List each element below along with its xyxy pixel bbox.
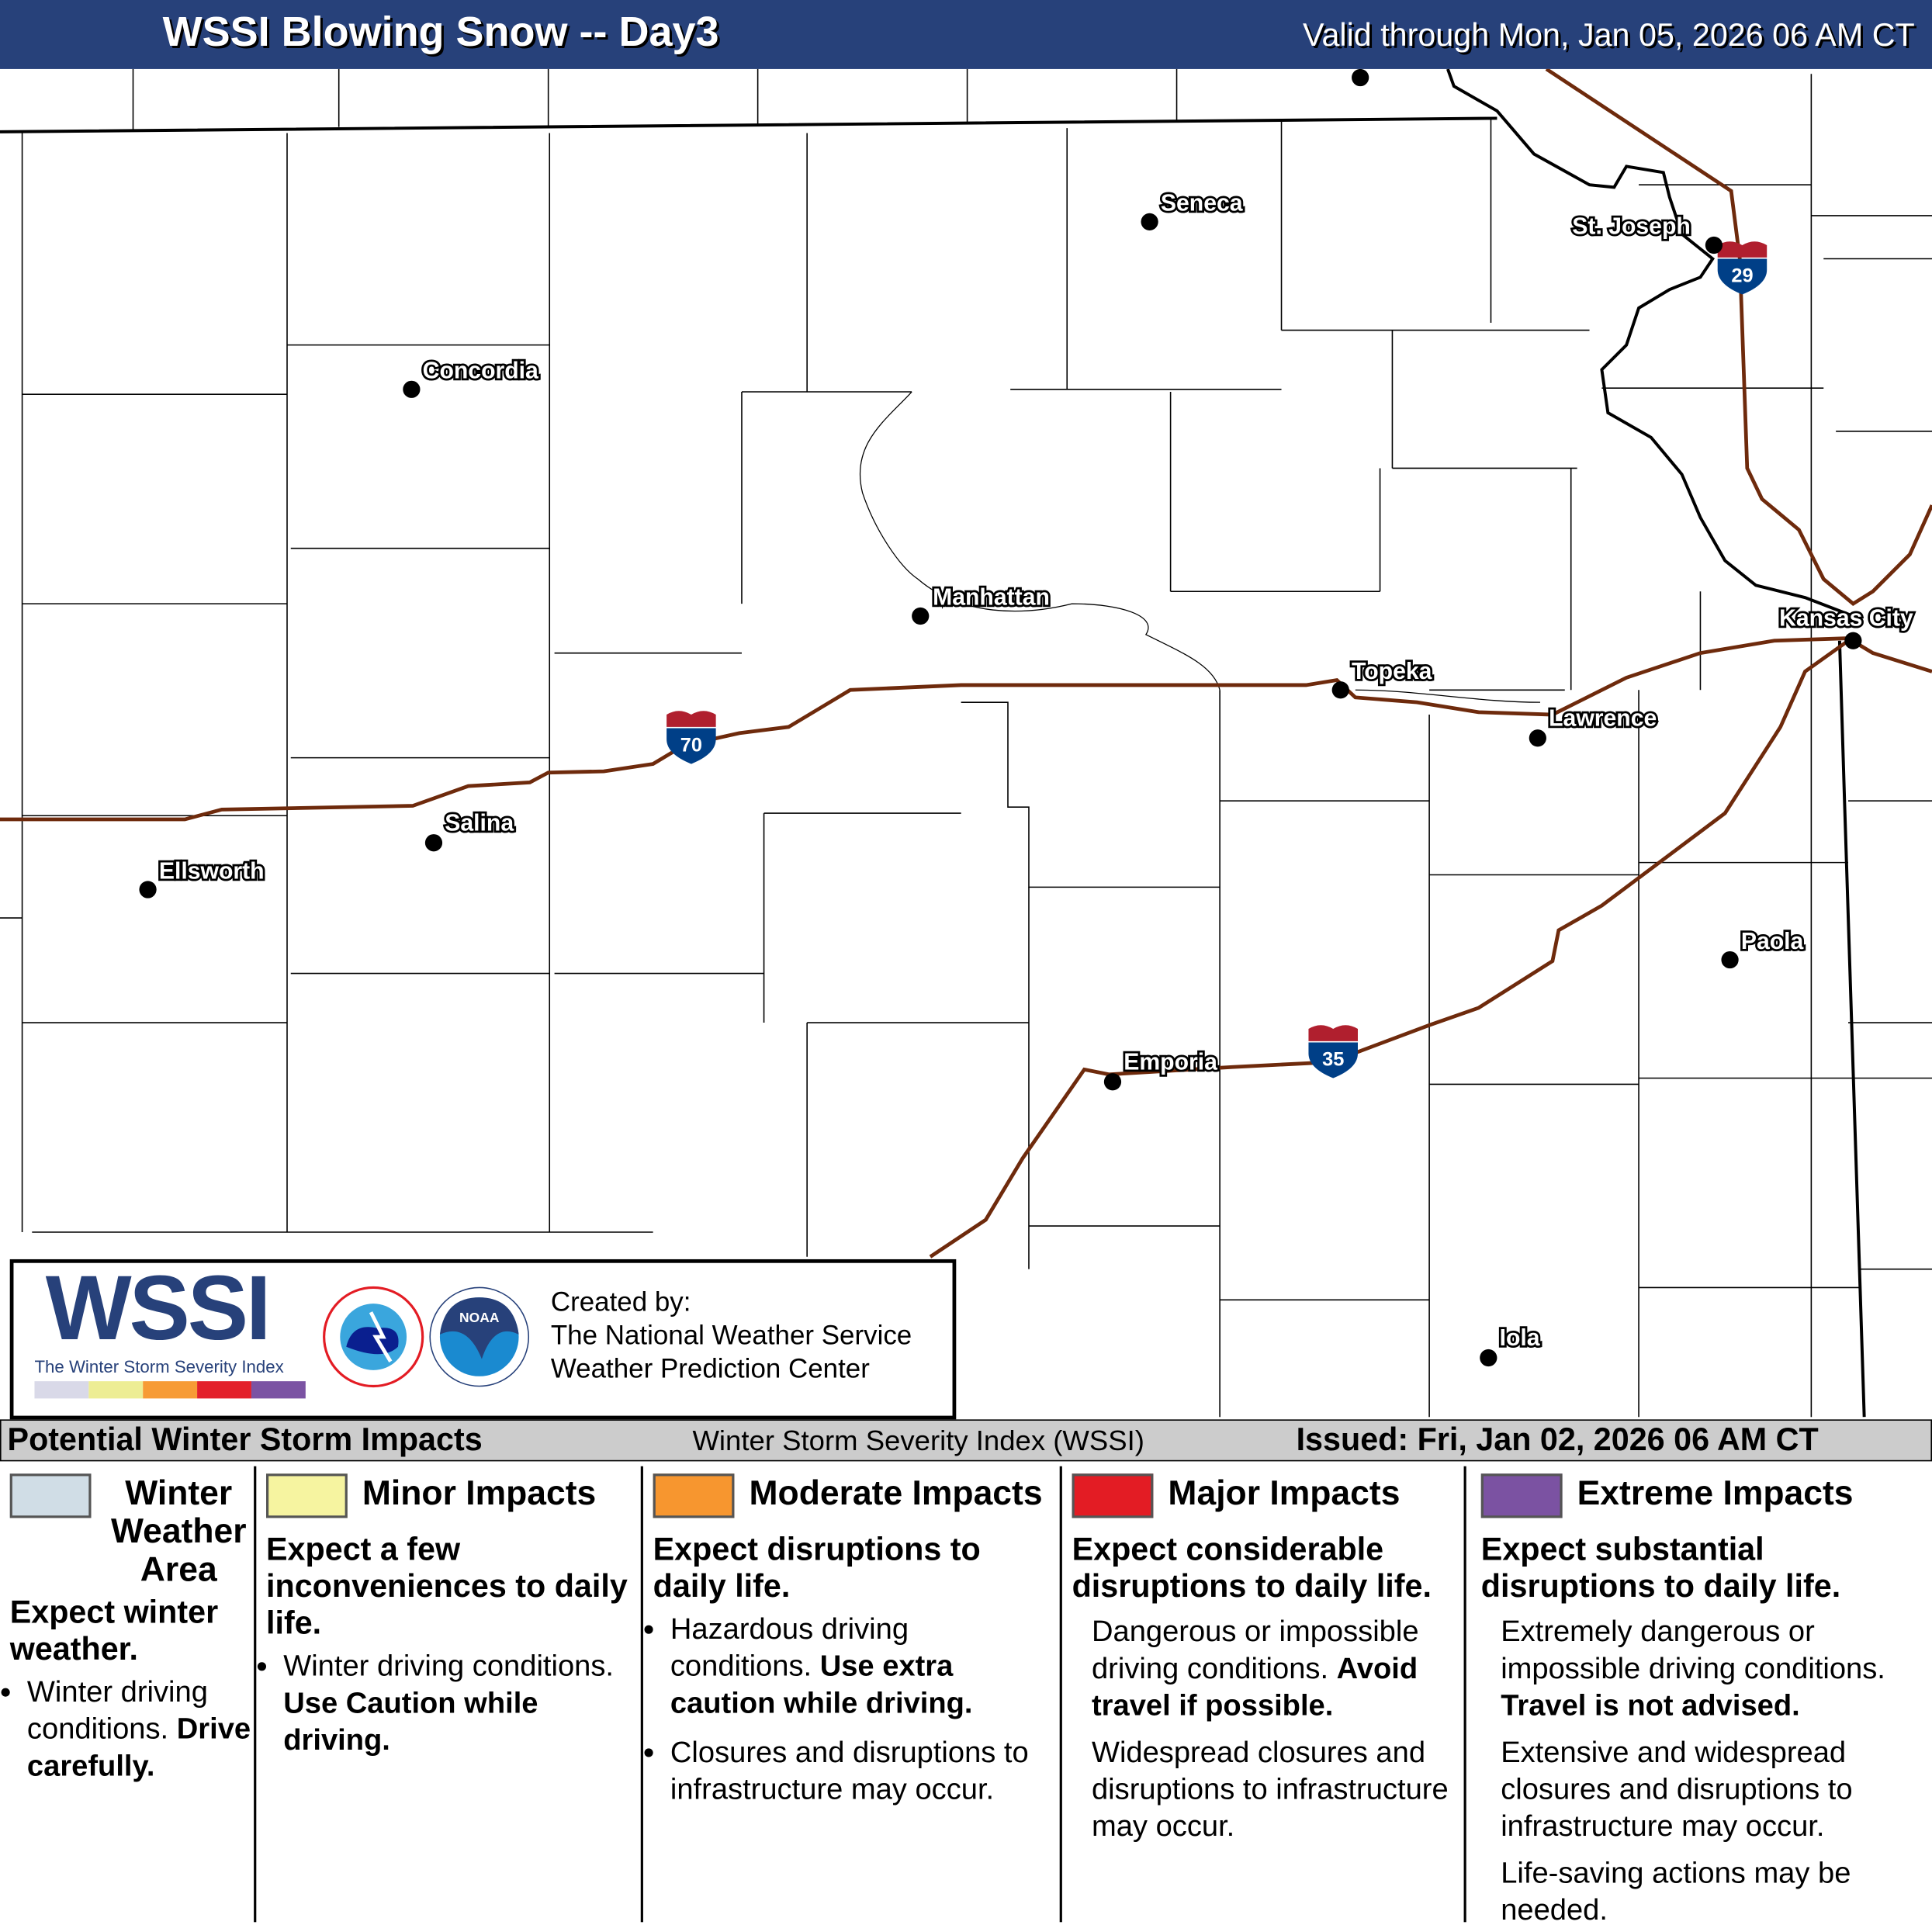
city-lawrence: Lawrence: [1529, 704, 1659, 747]
level-name: Extreme Impacts: [1577, 1473, 1854, 1512]
svg-text:Kansas City: Kansas City: [1779, 606, 1913, 632]
credits-box: WSSI The Winter Storm Severity Index NOA…: [9, 1256, 957, 1420]
title-bar: WSSI Blowing Snow -- Day3 Valid through …: [0, 0, 1932, 69]
interstate-29: [1545, 68, 1932, 607]
level-item: Hazardous driving conditions.: [670, 1612, 909, 1684]
wssi-logo: WSSI: [45, 1256, 272, 1359]
city-ellsworth: Ellsworth: [139, 856, 266, 898]
svg-text:NOAA: NOAA: [459, 1310, 500, 1325]
noaa-logo: NOAA: [429, 1286, 530, 1387]
city-salina: Salina: [424, 808, 516, 852]
level-summary: Expect substantial disruptions to daily …: [1480, 1530, 1841, 1605]
level-name: Major Impacts: [1168, 1473, 1401, 1512]
svg-text:Paola: Paola: [1741, 929, 1804, 954]
impacts-subtitle: Winter Storm Severity Index (WSSI): [692, 1424, 1144, 1457]
legend-extreme-impacts: Extreme Impacts Expect substantial disru…: [1480, 1473, 1927, 1930]
impacts-header-bar: [0, 1419, 1932, 1462]
city-paola: Paola: [1721, 926, 1806, 969]
created-by: Created by: The National Weather Service…: [551, 1285, 912, 1385]
level-item: Widespread closures and disruptions to i…: [1091, 1736, 1449, 1844]
interstate-shields: 70 35 29: [667, 241, 1768, 1079]
city-kansas-city: Kansas City: [1777, 604, 1916, 649]
svg-text:70: 70: [680, 735, 702, 757]
divider: [1059, 1466, 1062, 1923]
svg-text:35: 35: [1322, 1049, 1344, 1071]
swatch: [1072, 1473, 1154, 1518]
legend-major-impacts: Major Impacts Expect considerable disrup…: [1072, 1473, 1462, 1846]
city-manhattan: Manhattan: [912, 583, 1052, 625]
svg-text:Concordia: Concordia: [423, 358, 538, 384]
cities: Seneca Concordia Manhattan Topeka Lawren…: [139, 68, 1916, 1367]
svg-text:Emporia: Emporia: [1124, 1049, 1217, 1075]
level-summary: Expect a few inconveniences to daily lif…: [266, 1530, 628, 1642]
level-advice: Travel is not advised.: [1501, 1689, 1800, 1723]
level-advice: Use extra caution while driving.: [670, 1650, 973, 1720]
missouri-river: [1446, 68, 1854, 618]
state-border: [0, 116, 1866, 1418]
level-summary: Expect considerable disruptions to daily…: [1072, 1530, 1432, 1605]
org-nws: The National Weather Service: [550, 1319, 912, 1351]
level-item: Closures and disruptions to infrastructu…: [670, 1736, 1029, 1807]
level-item: Extremely dangerous or impossible drivin…: [1501, 1615, 1885, 1686]
city-st-joseph: St. Joseph: [1570, 212, 1723, 254]
city-emporia: Emporia: [1103, 1047, 1220, 1091]
svg-text:Manhattan: Manhattan: [933, 585, 1050, 611]
legend-moderate-impacts: Moderate Impacts Expect disruptions to d…: [653, 1473, 1058, 1821]
level-summary: Expect winter weather.: [9, 1593, 219, 1667]
level-item: Extensive and widespread closures and di…: [1501, 1736, 1853, 1844]
level-advice: Avoid travel if possible.: [1091, 1652, 1418, 1723]
level-advice: Drive carefully.: [26, 1712, 251, 1783]
map: 70 35 29 Seneca Concordia Manhattan Tope…: [0, 68, 1932, 1418]
level-name: Moderate Impacts: [749, 1473, 1043, 1512]
divider: [640, 1466, 643, 1923]
city-topeka: Topeka: [1331, 656, 1434, 699]
divider: [1463, 1466, 1466, 1923]
wssi-logo-subtitle: The Winter Storm Severity Index: [34, 1356, 284, 1376]
svg-text:Lawrence: Lawrence: [1549, 705, 1657, 731]
interstates: [0, 68, 1932, 1259]
nws-noaa-logos: NOAA: [323, 1286, 530, 1388]
nws-logo: [323, 1286, 424, 1388]
level-item: Winter driving conditions.: [283, 1650, 615, 1684]
svg-text:Topeka: Topeka: [1352, 659, 1432, 684]
swatch: [1480, 1473, 1563, 1518]
svg-text:St. Joseph: St. Joseph: [1572, 214, 1691, 240]
level-summary: Expect disruptions to daily life.: [653, 1530, 981, 1605]
legend-winter-weather-area: Winter Weather Area Expect winter weathe…: [9, 1473, 251, 1798]
level-item: Winter driving conditions.: [26, 1675, 208, 1747]
level-item: Dangerous or impossible driving conditio…: [1091, 1615, 1419, 1686]
impacts-title: Potential Winter Storm Impacts: [7, 1420, 483, 1458]
county-lines: [0, 68, 1932, 1418]
shield-70: 70: [667, 711, 716, 764]
swatch: [9, 1473, 92, 1518]
issued-time: Issued: Fri, Jan 02, 2026 06 AM CT: [1296, 1420, 1819, 1458]
legend-minor-impacts: Minor Impacts Expect a few inconvenience…: [266, 1473, 639, 1771]
valid-time: Valid through Mon, Jan 05, 2026 06 AM CT: [1302, 16, 1915, 54]
shield-35: 35: [1308, 1025, 1358, 1079]
org-wpc: Weather Prediction Center: [550, 1352, 870, 1384]
city-seneca: Seneca: [1141, 189, 1245, 230]
level-name: Minor Impacts: [362, 1473, 597, 1512]
svg-text:Iola: Iola: [1500, 1325, 1540, 1351]
interstate-70: [0, 636, 1932, 822]
svg-text:Salina: Salina: [445, 810, 514, 836]
city-concordia: Concordia: [403, 356, 541, 398]
swatch: [653, 1473, 735, 1518]
level-advice: Use Caution while driving.: [283, 1686, 538, 1757]
swatch: [266, 1473, 348, 1518]
city-iola: Iola: [1480, 1323, 1542, 1367]
svg-text:Ellsworth: Ellsworth: [159, 858, 265, 884]
created-by-label: Created by:: [550, 1286, 691, 1317]
level-item: Life-saving actions may be needed.: [1501, 1857, 1851, 1927]
interstate-35: [929, 639, 1850, 1259]
shield-29: 29: [1717, 241, 1768, 295]
level-name: Winter Weather Area: [110, 1473, 247, 1588]
wssi-color-bar: [34, 1381, 306, 1399]
divider: [254, 1466, 257, 1923]
page-title: WSSI Blowing Snow -- Day3: [162, 9, 719, 56]
svg-text:29: 29: [1731, 265, 1753, 287]
svg-text:Seneca: Seneca: [1161, 191, 1243, 216]
